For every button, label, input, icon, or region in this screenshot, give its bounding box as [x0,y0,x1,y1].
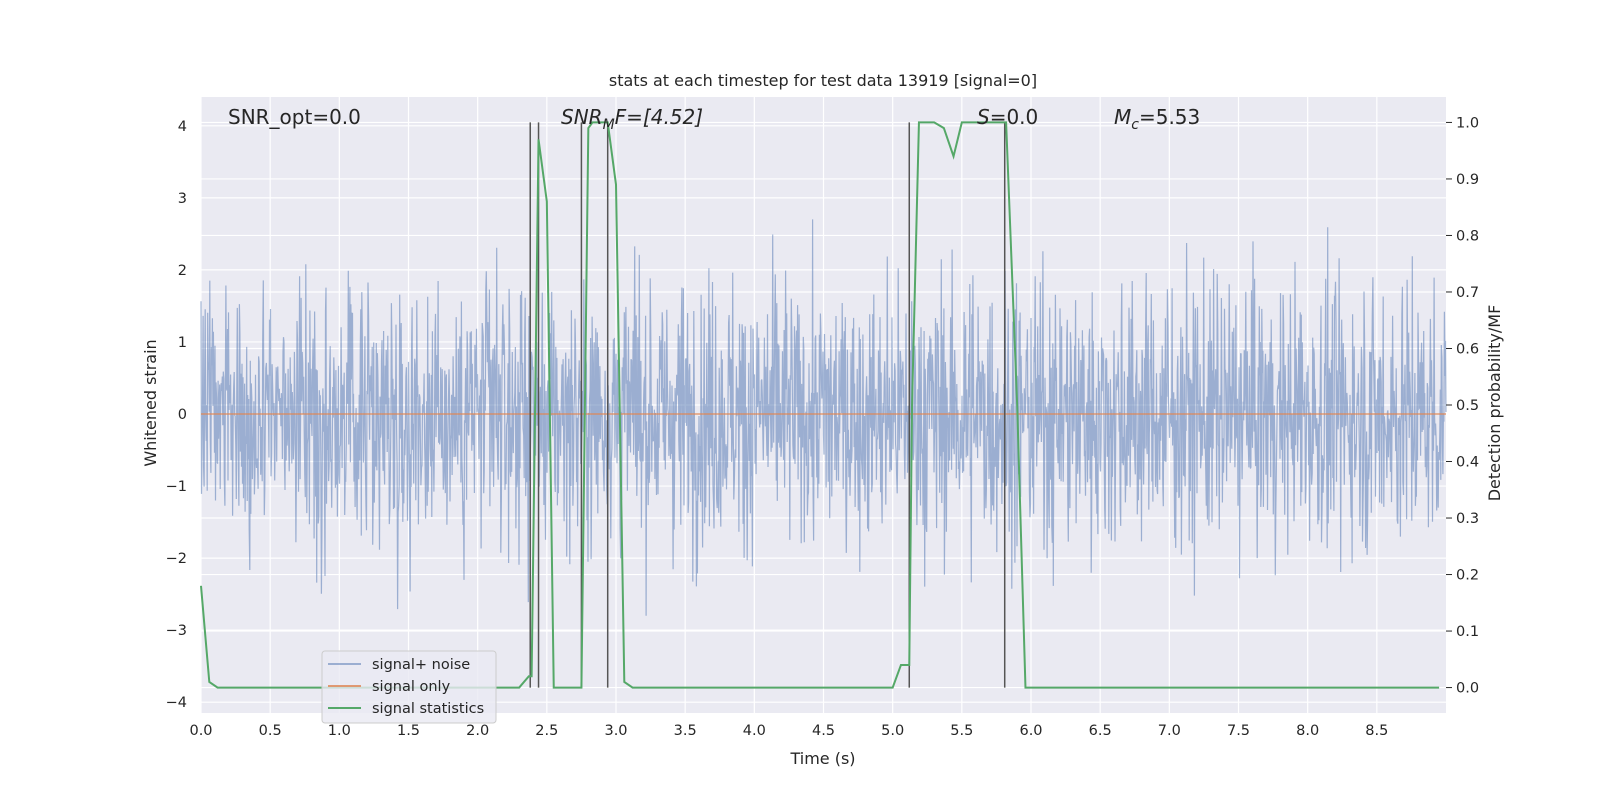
annotation-snr-mf: SNRMF=[4.52] [561,105,703,133]
y2-tick-label: 0.9 [1456,172,1479,188]
y2-tick-label: 0.6 [1456,341,1479,357]
annotation-snr-opt: SNR_opt=0.0 [228,105,361,129]
x-axis-label: Time (s) [789,749,855,768]
x-tick-label: 3.0 [604,723,627,739]
x-tick-label: 2.5 [535,723,558,739]
legend: signal+ noise signal only signal statist… [321,650,497,724]
x-tick-label: 4.0 [743,723,766,739]
x-tick-label: 0.5 [259,723,282,739]
y2-tick-label: 0.2 [1456,568,1479,584]
annotation-s: S=0.0 [977,105,1038,129]
legend-box [321,650,497,724]
x-tick-label: 3.5 [674,723,697,739]
y-tick-label: −2 [166,551,187,567]
x-tick-label: 1.5 [397,723,420,739]
x-tick-label: 6.0 [1019,723,1042,739]
mc-base: M [1114,105,1131,129]
signal-statistics-series [200,121,1440,689]
y2-tick-label: 0.0 [1456,681,1479,697]
snr-mf-sub: M [603,117,615,133]
x-tick-label: 8.5 [1365,723,1388,739]
noise-line [200,219,1447,616]
mc-rest: =5.53 [1139,105,1200,129]
annotation-mc: Mc=5.53 [1114,105,1200,133]
legend-label-noise: signal+ noise [372,657,470,673]
y-axis-label: Whitened strain [141,339,160,466]
y2-tick-label: 0.4 [1456,455,1479,471]
statistics-line [200,121,1440,689]
y2-axis-label: Detection probability/MF [1485,305,1504,502]
snr-mf-rest: F=[4.52] [615,105,703,129]
y2-tick-label: 0.5 [1456,398,1479,414]
x-tick-label: 0.0 [189,723,212,739]
snr-mf-base: SNR [561,105,603,129]
legend-label-signal: signal only [372,679,451,695]
y2-axis-ticks: 1.0 0.9 0.8 0.7 0.6 0.5 0.4 0.3 0.2 0.1 0.0 [1446,115,1479,697]
signal-noise-series [200,219,1447,616]
y-tick-label: 0 [178,407,187,423]
y-axis-ticks: 4 3 2 1 0 −1 −2 −3 −4 [166,119,187,711]
s-italic: S [977,105,990,129]
y2-tick-label: 0.1 [1456,624,1479,640]
y2-tick-label: 0.7 [1456,285,1479,301]
y-tick-label: 4 [178,119,187,135]
x-tick-label: 7.5 [1227,723,1250,739]
y-tick-label: −4 [166,695,187,711]
x-tick-label: 2.0 [466,723,489,739]
x-axis-ticks: 0.0 0.5 1.0 1.5 2.0 2.5 3.0 3.5 4.0 4.5 5.0 5.5 6.0 6… [189,723,1388,739]
y-tick-label: −3 [166,623,187,639]
x-tick-label: 5.0 [881,723,904,739]
legend-label-stats: signal statistics [372,701,484,717]
x-tick-label: 5.5 [950,723,973,739]
x-tick-label: 7.0 [1158,723,1181,739]
x-tick-label: 8.0 [1296,723,1319,739]
x-tick-label: 4.5 [812,723,835,739]
y2-tick-label: 1.0 [1456,115,1479,131]
mc-sub: c [1131,117,1139,133]
y-tick-label: 2 [178,263,187,279]
x-tick-label: 6.5 [1089,723,1112,739]
y-tick-label: −1 [166,479,187,495]
y-tick-label: 1 [178,335,187,351]
s-rest: =0.0 [990,105,1039,129]
chart-title: stats at each timestep for test data 139… [609,71,1037,90]
y2-tick-label: 0.3 [1456,511,1479,527]
x-tick-label: 1.0 [328,723,351,739]
y2-tick-label: 0.8 [1456,228,1479,244]
y-tick-label: 3 [178,191,187,207]
